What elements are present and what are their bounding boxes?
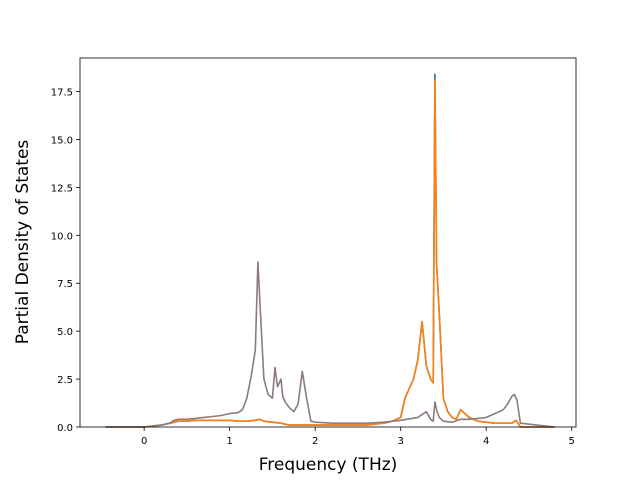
x-tick-label: 5 [569,436,575,447]
y-tick-label: 7.5 [57,279,73,290]
x-axis-ticks: 0 1 2 3 4 5 [141,427,575,447]
series-layer [105,73,555,428]
y-tick-label: 17.5 [51,88,73,99]
y-tick-label: 0.0 [57,423,73,434]
x-tick-label: 1 [226,436,232,447]
series-line-2 [105,79,555,428]
series-line-3 [105,261,555,428]
y-tick-label: 12.5 [51,183,73,194]
y-tick-label: 5.0 [57,327,73,338]
x-tick-label: 3 [398,436,404,447]
y-tick-label: 10.0 [51,231,73,242]
x-axis-label: Frequency (THz) [259,455,398,475]
axes-frame [79,57,577,428]
y-tick-label: 15.0 [51,135,73,146]
axes-background [80,58,576,427]
y-axis-label: Partial Density of States [13,140,33,345]
x-tick-label: 2 [312,436,318,447]
y-axis-ticks: 0.0 2.5 5.0 7.5 10.0 12.5 15.0 17.5 [51,88,80,434]
y-tick-label: 2.5 [57,375,73,386]
x-tick-label: 4 [483,436,489,447]
x-tick-label: 0 [141,436,147,447]
plot-area [79,57,577,428]
